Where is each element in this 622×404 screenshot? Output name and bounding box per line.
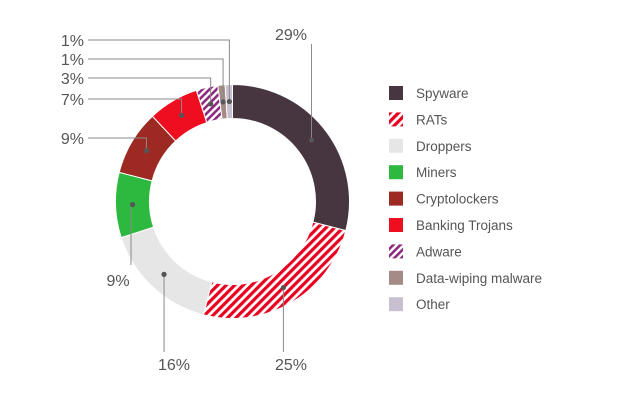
legend-swatch-rats bbox=[389, 112, 403, 127]
pct-label-other: 1% bbox=[61, 33, 84, 50]
pct-label-spyware: 29% bbox=[275, 27, 307, 44]
leader-line-cryptolockers bbox=[88, 137, 147, 151]
pct-label-rats: 25% bbox=[275, 357, 307, 374]
legend-label-cryptolockers: Cryptolockers bbox=[416, 192, 499, 207]
leader-line-adware bbox=[88, 77, 212, 104]
leader-dot-adware bbox=[208, 101, 214, 107]
donut-slices bbox=[115, 83, 350, 319]
leader-dot-spyware bbox=[308, 137, 315, 143]
legend-swatch-spyware bbox=[389, 86, 403, 100]
label-leader-lines bbox=[88, 39, 315, 352]
legend-label-data-wiping-malware: Data-wiping malware bbox=[416, 271, 542, 286]
leader-line-data-wiping-malware bbox=[88, 58, 224, 102]
legend-label-miners: Miners bbox=[416, 165, 457, 180]
pct-label-cryptolockers: 9% bbox=[61, 131, 84, 148]
legend-label-banking-trojans: Banking Trojans bbox=[416, 218, 513, 233]
pct-label-miners: 9% bbox=[106, 273, 129, 290]
legend-label-adware: Adware bbox=[416, 244, 462, 259]
leader-line-other bbox=[88, 39, 230, 102]
slice-droppers bbox=[120, 226, 213, 316]
legend-label-other: Other bbox=[416, 297, 450, 312]
legend-label-droppers: Droppers bbox=[416, 139, 472, 154]
legend-swatch-miners bbox=[389, 165, 403, 180]
pct-label-adware: 3% bbox=[61, 71, 84, 88]
slice-rats bbox=[202, 221, 347, 319]
legend-swatch-other bbox=[389, 297, 403, 312]
leader-dot-other bbox=[226, 98, 232, 105]
pct-label-banking-trojans: 7% bbox=[61, 92, 84, 109]
slice-spyware bbox=[232, 83, 350, 232]
chart-legend: Spyware RATs Droppers Miners Cryptolockers Ba… bbox=[389, 86, 542, 312]
pct-label-droppers: 16% bbox=[158, 357, 190, 374]
legend-swatch-banking-trojans bbox=[389, 218, 403, 232]
legend-label-spyware: Spyware bbox=[416, 86, 469, 101]
legend-swatch-adware bbox=[389, 244, 403, 259]
percentage-labels: 29% 25% 16% 9% 9% 7% 3% 1% 1% bbox=[61, 27, 307, 374]
leader-dot-banking-trojans bbox=[178, 112, 185, 119]
leader-dot-droppers bbox=[161, 271, 167, 277]
leader-dot-rats bbox=[280, 284, 287, 291]
leader-line-banking-trojans bbox=[88, 98, 183, 116]
legend-label-rats: RATs bbox=[416, 112, 448, 127]
legend-swatch-droppers bbox=[389, 138, 403, 153]
legend-swatch-cryptolockers bbox=[389, 191, 403, 206]
leader-dot-data-wiping-malware bbox=[220, 99, 226, 105]
leader-dot-cryptolockers bbox=[143, 147, 150, 154]
legend-swatch-data-wiping-malware bbox=[389, 270, 403, 285]
leader-dot-miners bbox=[129, 202, 136, 208]
pct-label-data-wiping-malware: 1% bbox=[61, 52, 84, 69]
